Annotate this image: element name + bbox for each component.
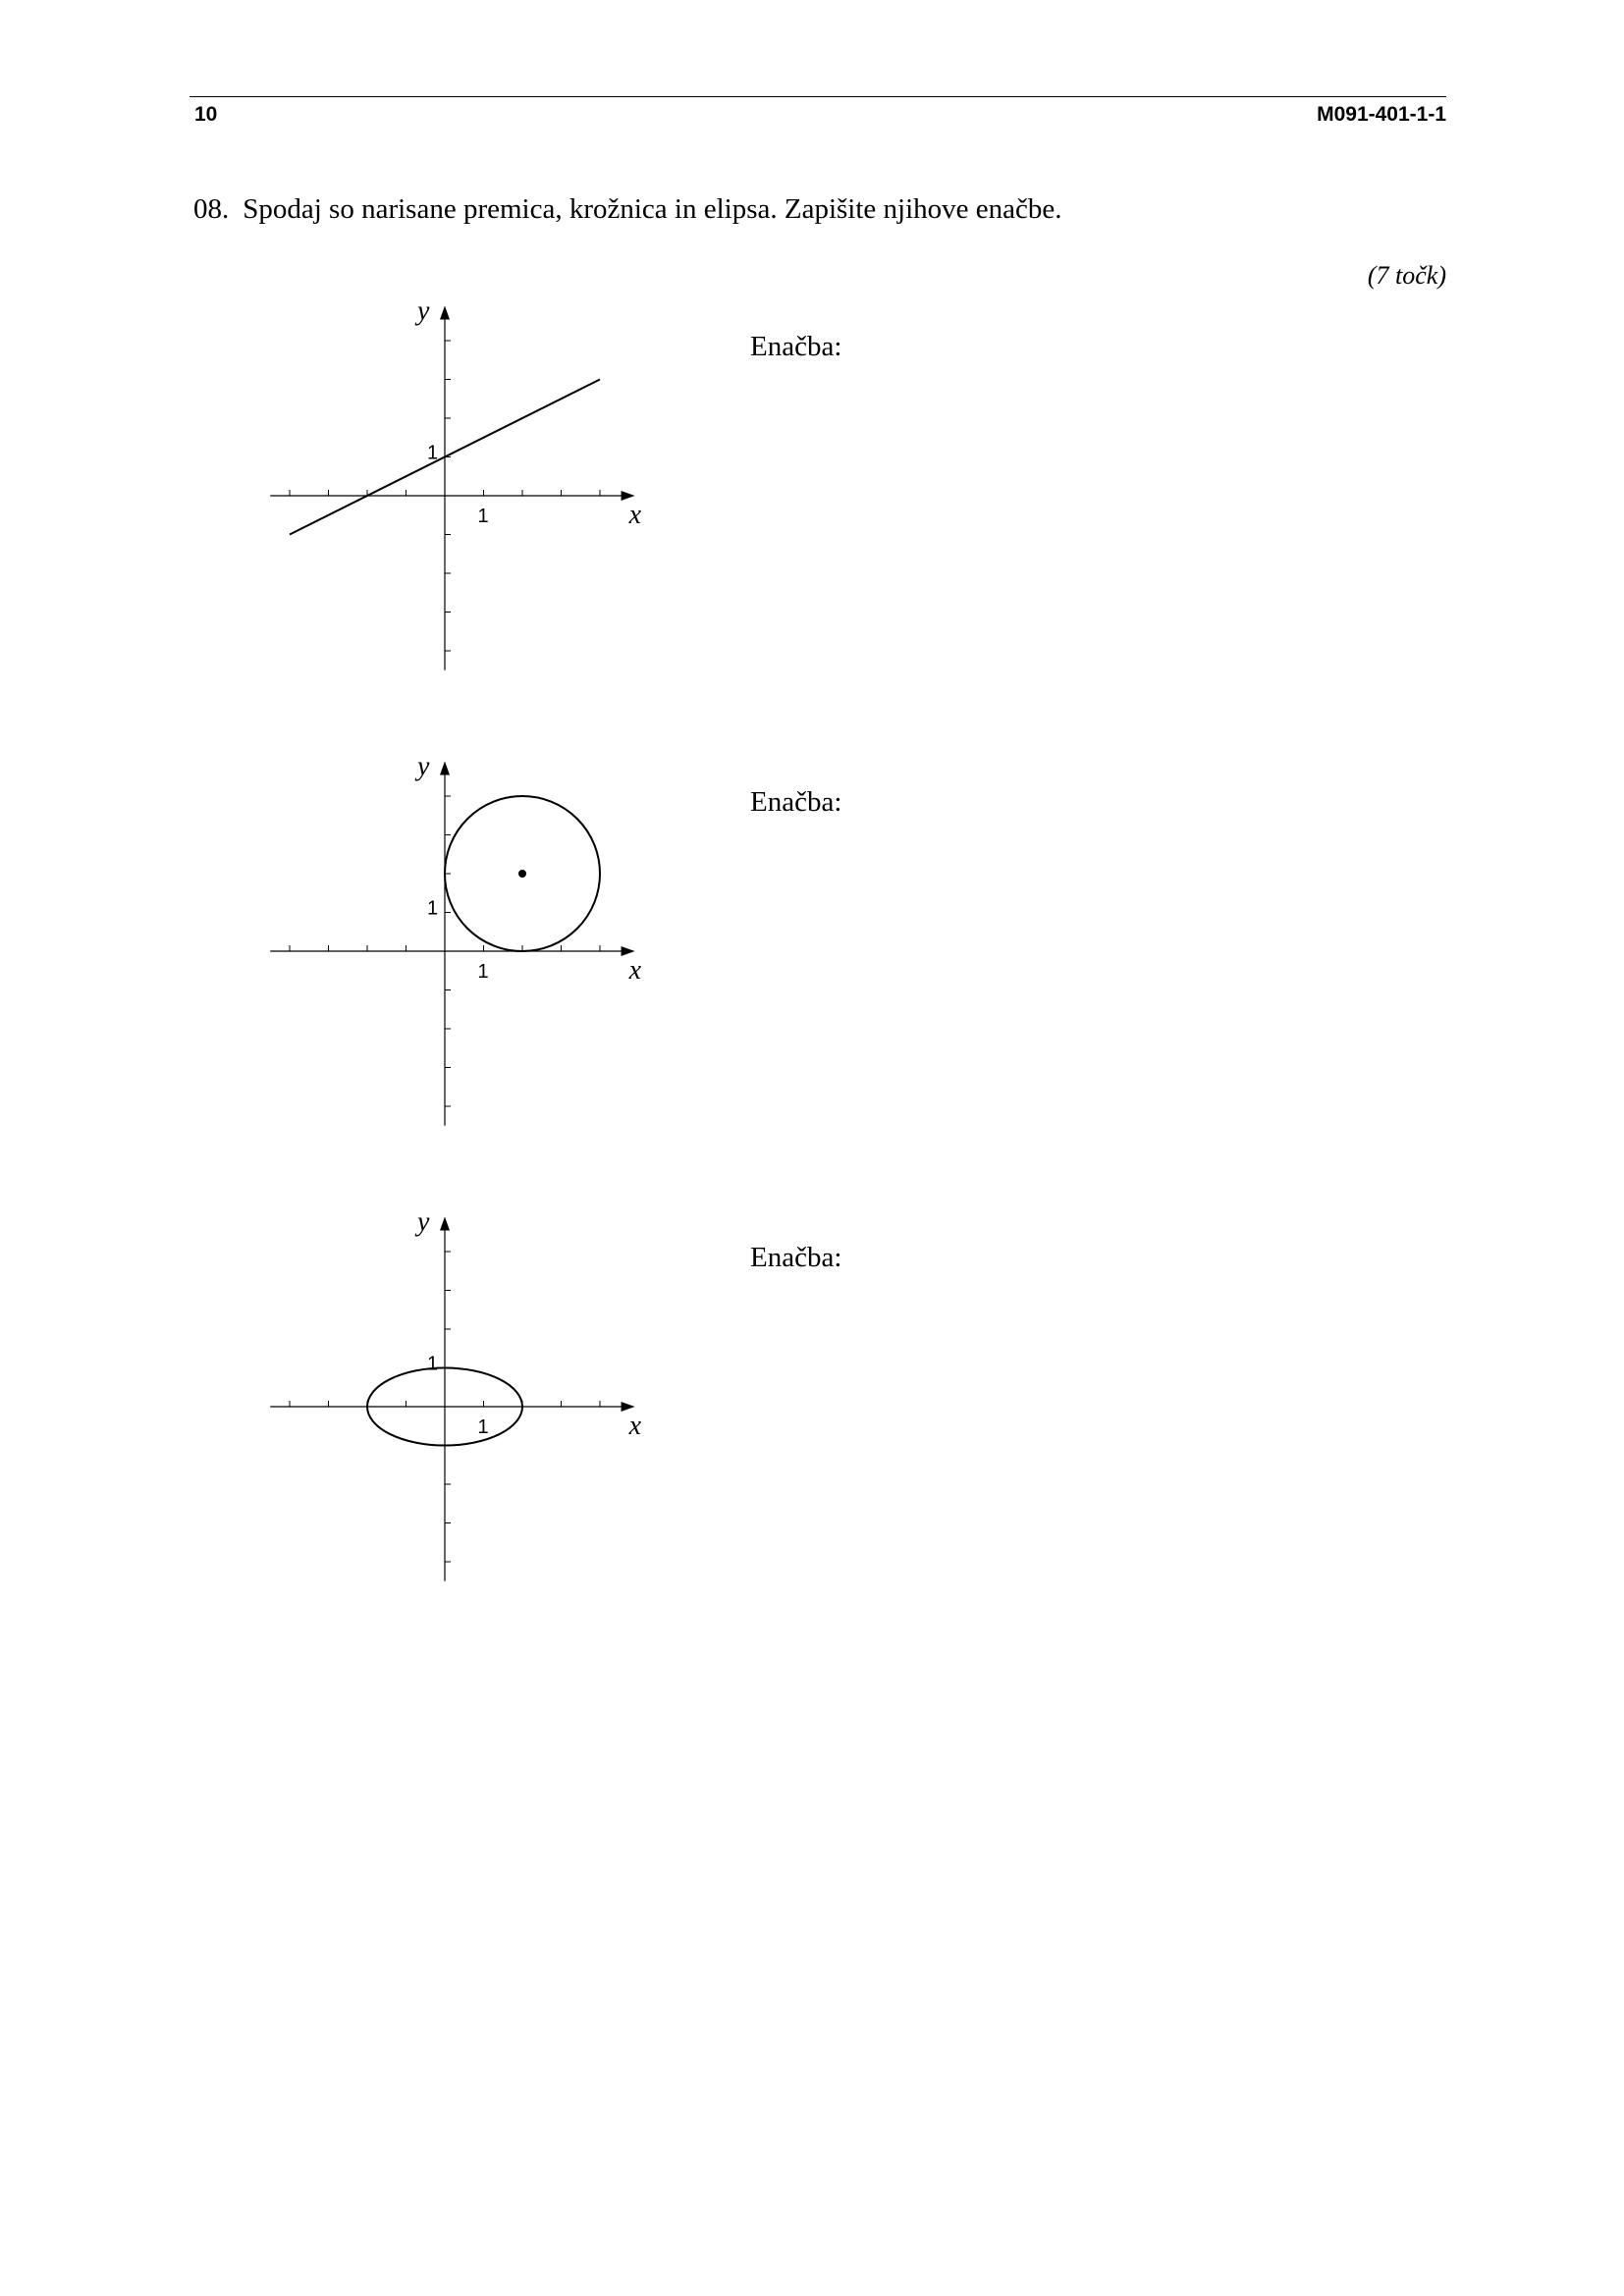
y-unit-label: 1 [427,443,438,464]
y-axis-label: y [414,1206,430,1237]
x-axis-arrow [621,491,635,501]
equation-label-ellipse: Enačba: [750,1242,842,1273]
x-axis-arrow [621,1402,635,1412]
graph-ellipse-curve [366,1366,523,1447]
x-axis-label: x [628,500,642,530]
x-axis-label: x [628,955,642,986]
graph-line-curve [289,378,601,536]
graph-circle: x y 1 1 [270,751,642,1126]
question-body: Spodaj so narisane premica, krožnica in … [243,193,1062,225]
y-unit-label: 1 [427,1354,438,1375]
graph-line: x y 1 1 [270,295,642,670]
y-axis-arrow [440,305,450,320]
x-unit-label: 1 [478,506,489,527]
question-points: (7 točk) [1367,261,1446,290]
x-unit-label: 1 [478,961,489,983]
circle-center-point [518,870,526,878]
y-axis-arrow [440,1216,450,1231]
page-header: 10 M091-401-1-1 [189,96,1446,131]
equation-label-line: Enačba: [750,331,842,362]
question-text: 08. Spodaj so narisane premica, krožnica … [193,193,1062,226]
exam-code: M091-401-1-1 [1317,103,1446,126]
y-axis-arrow [440,761,450,775]
question-number: 08. [193,193,230,225]
x-axis-label: x [628,1411,642,1441]
y-axis-label: y [414,295,430,326]
x-axis-arrow [621,946,635,956]
equation-label-circle: Enačba: [750,786,842,818]
y-axis-label: y [414,751,430,781]
graph-ellipse: x y 1 1 [270,1206,642,1581]
graph-circle-curve [444,795,601,952]
page-number: 10 [194,103,218,126]
x-unit-label: 1 [478,1416,489,1438]
y-unit-label: 1 [427,898,438,920]
